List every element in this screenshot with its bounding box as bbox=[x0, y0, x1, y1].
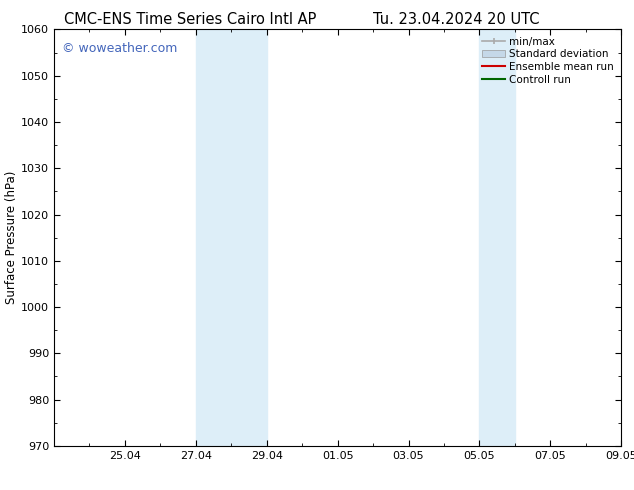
Y-axis label: Surface Pressure (hPa): Surface Pressure (hPa) bbox=[5, 171, 18, 304]
Bar bbox=[479, 29, 515, 446]
Bar bbox=[196, 29, 267, 446]
Text: © woweather.com: © woweather.com bbox=[62, 42, 178, 55]
Text: Tu. 23.04.2024 20 UTC: Tu. 23.04.2024 20 UTC bbox=[373, 12, 540, 27]
Legend: min/max, Standard deviation, Ensemble mean run, Controll run: min/max, Standard deviation, Ensemble me… bbox=[480, 35, 616, 87]
Text: CMC-ENS Time Series Cairo Intl AP: CMC-ENS Time Series Cairo Intl AP bbox=[64, 12, 316, 27]
